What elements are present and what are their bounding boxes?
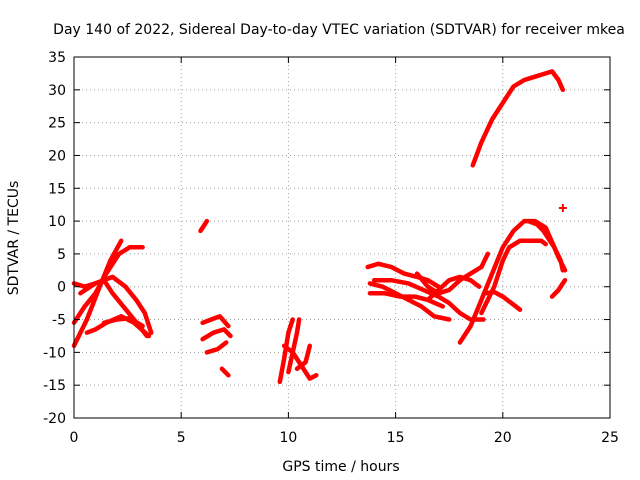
- y-tick-label: -20: [43, 411, 66, 427]
- data-series-arc15: [294, 343, 313, 372]
- x-tick-label: 20: [494, 430, 512, 446]
- x-tick-labels: 0 5 10 15 20 25: [70, 430, 619, 446]
- data-series-arc11: [219, 366, 231, 378]
- data-series-arc17: [367, 281, 452, 322]
- data-series-arc18: [367, 291, 446, 309]
- x-axis-label: GPS time / hours: [282, 459, 399, 475]
- y-tick-label: 10: [48, 214, 66, 230]
- y-axis-label: SDTVAR / TECUs: [6, 181, 22, 296]
- x-tick-label: 10: [279, 430, 297, 446]
- data-series-arc26: [549, 277, 568, 299]
- data-series-arc2: [71, 245, 145, 326]
- plot-frame: [73, 56, 611, 419]
- data-series-arc20: [414, 251, 491, 296]
- y-tick-label: 5: [57, 247, 66, 263]
- y-tick-label: 0: [57, 280, 66, 296]
- x-tick-label: 25: [601, 430, 619, 446]
- data-series-arc8: [200, 314, 231, 329]
- y-tick-label: -5: [52, 313, 66, 329]
- data-series-arc19: [371, 277, 486, 322]
- x-tick-label: 0: [70, 430, 79, 446]
- y-tick-label: 35: [48, 50, 66, 66]
- axis-ticks: [73, 56, 611, 419]
- data-series-arc24: [483, 289, 523, 312]
- data-series-arc13: [286, 317, 302, 375]
- y-tick-label: 15: [48, 181, 66, 197]
- data-series-arc25: [526, 218, 568, 273]
- grid-lines: [74, 57, 610, 418]
- y-tick-label: -15: [43, 378, 66, 394]
- x-tick-label: 5: [177, 430, 186, 446]
- data-series-arc10: [204, 340, 229, 355]
- data-series-arc4: [78, 274, 154, 335]
- y-tick-label: 30: [48, 83, 66, 99]
- y-tick-label: -10: [43, 345, 66, 361]
- data-traces: [71, 69, 568, 385]
- data-series-arc6: [101, 315, 145, 329]
- data-point-isolated: [558, 203, 567, 212]
- x-tick-label: 15: [387, 430, 405, 446]
- y-tick-label: 20: [48, 148, 66, 164]
- data-series-arc21: [425, 274, 482, 303]
- chart-title: Day 140 of 2022, Sidereal Day-to-day VTE…: [53, 22, 625, 38]
- data-series-arc23: [479, 238, 548, 316]
- data-series-arc7: [198, 218, 210, 234]
- data-series-arc9: [200, 327, 233, 342]
- data-series-arc16: [365, 261, 441, 289]
- data-series-arc27: [470, 69, 566, 168]
- y-tick-labels: -20 -15 -10 -5 0 5 10 15 20 25 30 35: [43, 50, 66, 427]
- y-tick-label: 25: [48, 116, 66, 132]
